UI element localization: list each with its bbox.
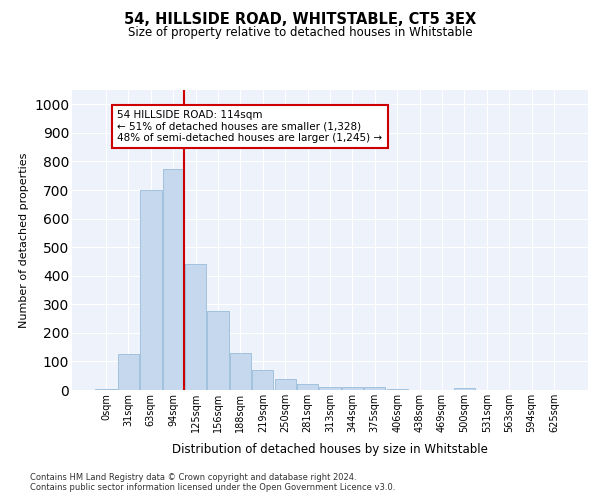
Bar (364, 387, 385, 390)
Bar (118, 354, 139, 390)
Text: Size of property relative to detached houses in Whitstable: Size of property relative to detached ho… (128, 26, 472, 39)
Bar (297, 384, 318, 390)
Text: 54 HILLSIDE ROAD: 114sqm
← 51% of detached houses are smaller (1,328)
48% of sem: 54 HILLSIDE ROAD: 114sqm ← 51% of detach… (117, 110, 382, 143)
Bar (342, 387, 363, 390)
Bar (386, 388, 408, 390)
Text: Distribution of detached houses by size in Whitstable: Distribution of detached houses by size … (172, 442, 488, 456)
Bar (140, 190, 161, 390)
Bar (163, 168, 184, 390)
Bar (454, 388, 475, 390)
Bar (275, 380, 296, 390)
Bar (319, 387, 341, 390)
Text: Contains HM Land Registry data © Crown copyright and database right 2024.: Contains HM Land Registry data © Crown c… (30, 472, 356, 482)
Bar (208, 312, 229, 390)
Bar (185, 264, 206, 390)
Text: 54, HILLSIDE ROAD, WHITSTABLE, CT5 3EX: 54, HILLSIDE ROAD, WHITSTABLE, CT5 3EX (124, 12, 476, 28)
Text: Contains public sector information licensed under the Open Government Licence v3: Contains public sector information licen… (30, 482, 395, 492)
Y-axis label: Number of detached properties: Number of detached properties (19, 152, 29, 328)
Bar (252, 370, 274, 390)
Bar (95, 388, 117, 390)
Bar (230, 353, 251, 390)
